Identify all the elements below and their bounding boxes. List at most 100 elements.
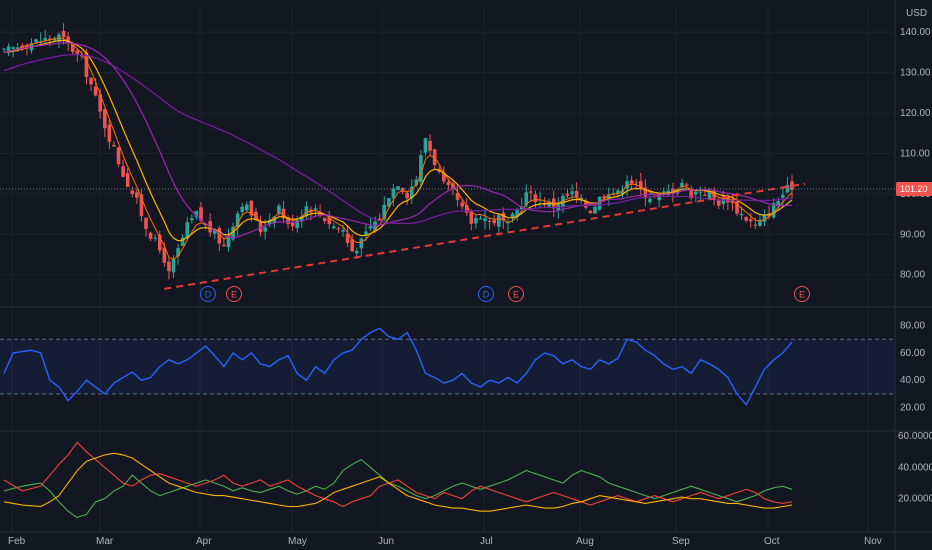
currency-label: USD bbox=[906, 8, 927, 19]
candle-body bbox=[400, 188, 405, 192]
candle-body bbox=[396, 186, 400, 190]
rsi-tick-label: 60.00 bbox=[900, 348, 925, 359]
candle-body bbox=[593, 206, 597, 214]
candle-body bbox=[707, 191, 712, 199]
candle-body bbox=[93, 86, 98, 96]
candle-body bbox=[66, 36, 70, 43]
candle-body bbox=[753, 224, 758, 226]
candle-body bbox=[748, 219, 753, 222]
dmi-tick-label: 60.0000 bbox=[898, 431, 932, 442]
event-marker-dividend[interactable] bbox=[478, 286, 494, 302]
event-marker-label: D bbox=[205, 290, 212, 300]
candle-body bbox=[785, 185, 790, 193]
candle-body bbox=[84, 52, 89, 78]
candle-body bbox=[226, 236, 231, 248]
candle-body bbox=[460, 202, 464, 207]
x-tick-label: Apr bbox=[196, 536, 212, 547]
candle-body bbox=[446, 181, 451, 186]
candle-body bbox=[162, 247, 167, 263]
candle-body bbox=[533, 194, 538, 203]
candle-body bbox=[212, 229, 217, 234]
candle-body bbox=[377, 218, 382, 221]
candle-body bbox=[48, 38, 52, 40]
candle-body bbox=[529, 191, 533, 193]
candle-body bbox=[570, 191, 574, 195]
candle-body bbox=[341, 230, 345, 232]
candle-body bbox=[419, 155, 423, 182]
candle-body bbox=[698, 191, 703, 193]
event-marker-earnings[interactable] bbox=[508, 286, 524, 302]
candle-body bbox=[478, 218, 483, 220]
candle-body bbox=[721, 197, 726, 204]
candle-body bbox=[43, 38, 48, 41]
candle-body bbox=[606, 194, 611, 198]
event-marker-earnings[interactable] bbox=[226, 286, 242, 302]
candle-body bbox=[258, 221, 263, 233]
price-tick-label: 80.00 bbox=[900, 270, 925, 281]
candle-body bbox=[405, 192, 409, 199]
candle-body bbox=[487, 220, 492, 222]
rsi-line bbox=[3, 327, 793, 407]
x-tick-label: May bbox=[288, 536, 307, 547]
candle-body bbox=[464, 205, 469, 213]
candle-body bbox=[565, 193, 570, 196]
candle-body bbox=[2, 48, 6, 50]
candle-body bbox=[180, 237, 185, 246]
candle-body bbox=[620, 190, 625, 194]
candle-body bbox=[771, 203, 776, 218]
candle-body bbox=[144, 217, 148, 229]
candle-body bbox=[135, 192, 139, 198]
candle-body bbox=[75, 50, 80, 54]
last-price-badge bbox=[896, 182, 932, 197]
candle-body bbox=[423, 138, 428, 153]
candle-body bbox=[6, 46, 11, 52]
candle-body bbox=[474, 217, 478, 224]
dmi-tick-label: 20.0000 bbox=[898, 494, 932, 505]
candle-body bbox=[89, 77, 93, 85]
candle-body bbox=[639, 181, 643, 189]
price-tick-label: 130.00 bbox=[900, 68, 931, 79]
candle-body bbox=[368, 226, 373, 229]
candle-body bbox=[602, 196, 606, 199]
candle-body bbox=[496, 215, 501, 227]
candle-body bbox=[744, 216, 748, 221]
candle-body bbox=[116, 147, 121, 165]
candle-body bbox=[176, 248, 180, 257]
candle-body bbox=[267, 219, 272, 225]
candle-body bbox=[240, 206, 245, 212]
candle-body bbox=[671, 188, 675, 194]
candle-body bbox=[249, 200, 254, 216]
candle-body bbox=[693, 191, 698, 195]
candle-body bbox=[689, 188, 694, 199]
candle-body bbox=[217, 228, 222, 244]
candle-body bbox=[501, 212, 506, 221]
candle-body bbox=[382, 204, 387, 220]
candle-body bbox=[304, 206, 309, 217]
rsi-tick-label: 80.00 bbox=[900, 321, 925, 332]
candle-body bbox=[483, 218, 487, 222]
candle-body bbox=[25, 45, 29, 48]
event-marker-label: E bbox=[231, 290, 237, 300]
candle-body bbox=[299, 216, 304, 222]
last-price-text: 101.20 bbox=[900, 184, 928, 194]
candle-body bbox=[231, 226, 235, 240]
candle-body bbox=[735, 201, 739, 214]
candle-body bbox=[414, 179, 419, 186]
candle-body bbox=[222, 244, 226, 246]
candle-body bbox=[359, 238, 364, 249]
candle-body bbox=[167, 261, 171, 272]
event-marker-earnings[interactable] bbox=[794, 286, 810, 302]
candle-body bbox=[492, 220, 497, 224]
x-tick-label: Jun bbox=[378, 536, 394, 547]
event-marker-dividend[interactable] bbox=[200, 286, 216, 302]
candle-body bbox=[739, 213, 744, 216]
candle-body bbox=[281, 208, 286, 219]
candle-body bbox=[254, 211, 258, 220]
candle-body bbox=[455, 193, 460, 200]
event-marker-label: E bbox=[799, 290, 805, 300]
price-tick-label: 140.00 bbox=[900, 27, 931, 38]
candle-body bbox=[199, 207, 203, 221]
candle-body bbox=[332, 226, 336, 229]
price-tick-label: 90.00 bbox=[900, 229, 925, 240]
